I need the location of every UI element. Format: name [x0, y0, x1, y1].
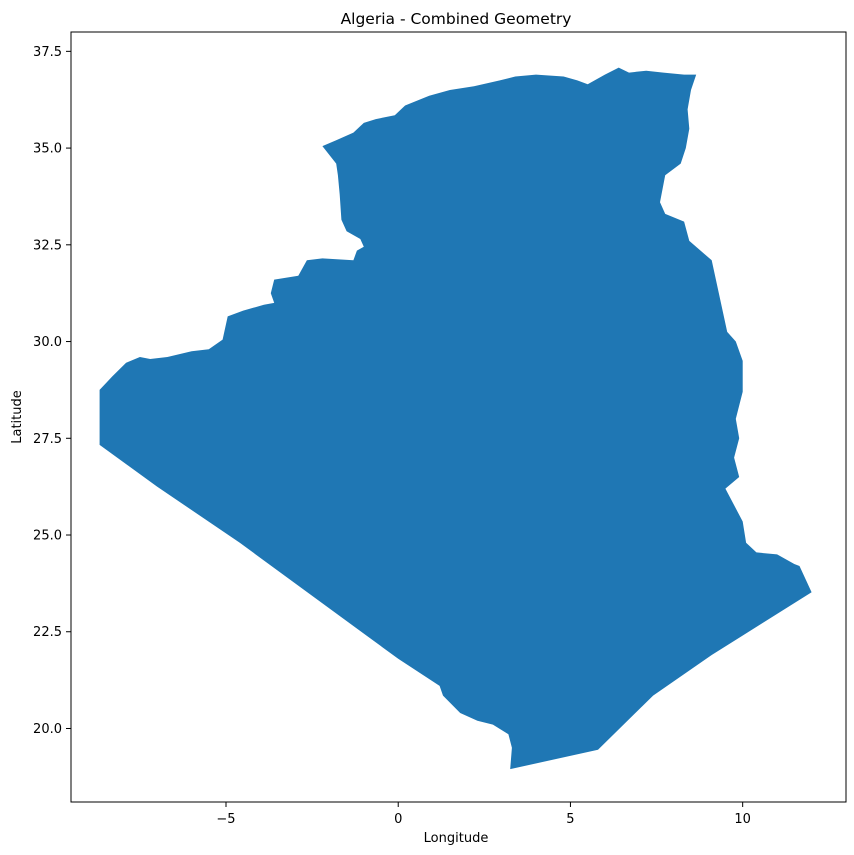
- x-axis-label: Longitude: [424, 831, 489, 846]
- x-tick-label: 5: [566, 812, 574, 827]
- y-axis: 20.0 22.5 25.0 27.5 30.0 32.5 35.0 37.5: [33, 45, 71, 737]
- y-tick-label: 32.5: [33, 238, 62, 253]
- chart-title: Algeria - Combined Geometry: [341, 10, 572, 28]
- y-axis-label: Latitude: [10, 390, 25, 444]
- y-tick-label: 27.5: [33, 432, 62, 447]
- x-tick-label: −5: [216, 812, 235, 827]
- y-tick-label: 25.0: [33, 529, 62, 544]
- algeria-region-shape: [99, 67, 812, 770]
- y-tick-label: 35.0: [33, 142, 62, 157]
- y-tick-label: 20.0: [33, 722, 62, 737]
- axes-frame: [70, 31, 847, 803]
- y-tick-label: 37.5: [33, 45, 62, 60]
- plot-area: [99, 67, 812, 770]
- x-tick-label: 0: [394, 812, 402, 827]
- y-tick-label: 30.0: [33, 335, 62, 350]
- x-axis: −5 0 5 10: [216, 802, 751, 827]
- x-tick-label: 10: [734, 812, 751, 827]
- y-tick-label: 22.5: [33, 625, 62, 640]
